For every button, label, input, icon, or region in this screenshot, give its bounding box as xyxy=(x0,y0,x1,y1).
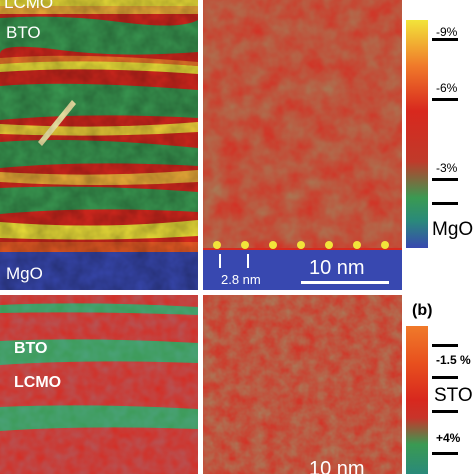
strain-map-top-right: 2.8 nm 10 nm xyxy=(203,0,402,290)
scalebar-label-bottom: 10 nm xyxy=(309,458,365,474)
colorbar-top-tick-4 xyxy=(432,202,458,205)
substrate-label-mgo: MgO xyxy=(6,264,43,283)
layer-label-lcmo-top: LCMO xyxy=(4,0,54,12)
layer-label-lcmo-bottom: LCMO xyxy=(14,374,62,391)
colorbar-top xyxy=(406,20,428,248)
scalebar-label-top: 10 nm xyxy=(309,257,365,279)
panel-label-b: (b) xyxy=(412,302,433,319)
layer-label-bto-top: BTO xyxy=(6,23,41,42)
colorbar-bottom-tick-3 xyxy=(432,410,458,413)
colorbar-bottom-tick-1 xyxy=(432,344,458,347)
colorbar-top-tick-1 xyxy=(432,38,458,41)
colorbar-bottom-end-label: STO xyxy=(434,385,473,406)
colorbar-bottom-tick-2 xyxy=(432,376,458,379)
colorbar-top-end-label: MgO xyxy=(432,219,474,240)
colorbar-bottom-label-2: +4% xyxy=(436,431,461,445)
strain-map-top-left: LCMO BTO MgO xyxy=(0,0,198,290)
colorbar-top-tick-2 xyxy=(432,98,458,101)
colorbar-bottom xyxy=(406,326,428,474)
colorbar-bottom-tick-4 xyxy=(432,452,458,455)
spacing-label: 2.8 nm xyxy=(221,272,261,287)
colorbar-top-label-2: -6% xyxy=(436,81,458,95)
colorbar-top-label-3: -3% xyxy=(436,161,458,175)
layer-label-bto-bottom: BTO xyxy=(14,340,48,357)
strain-map-bottom-right: 10 nm xyxy=(203,295,402,474)
strain-map-bottom-left: BTO LCMO xyxy=(0,295,198,474)
panel-divider-vertical xyxy=(198,0,203,474)
colorbar-bottom-label-1: -1.5 % xyxy=(436,353,471,367)
colorbar-top-label-1: -9% xyxy=(436,25,458,39)
colorbar-top-tick-3 xyxy=(432,178,458,181)
